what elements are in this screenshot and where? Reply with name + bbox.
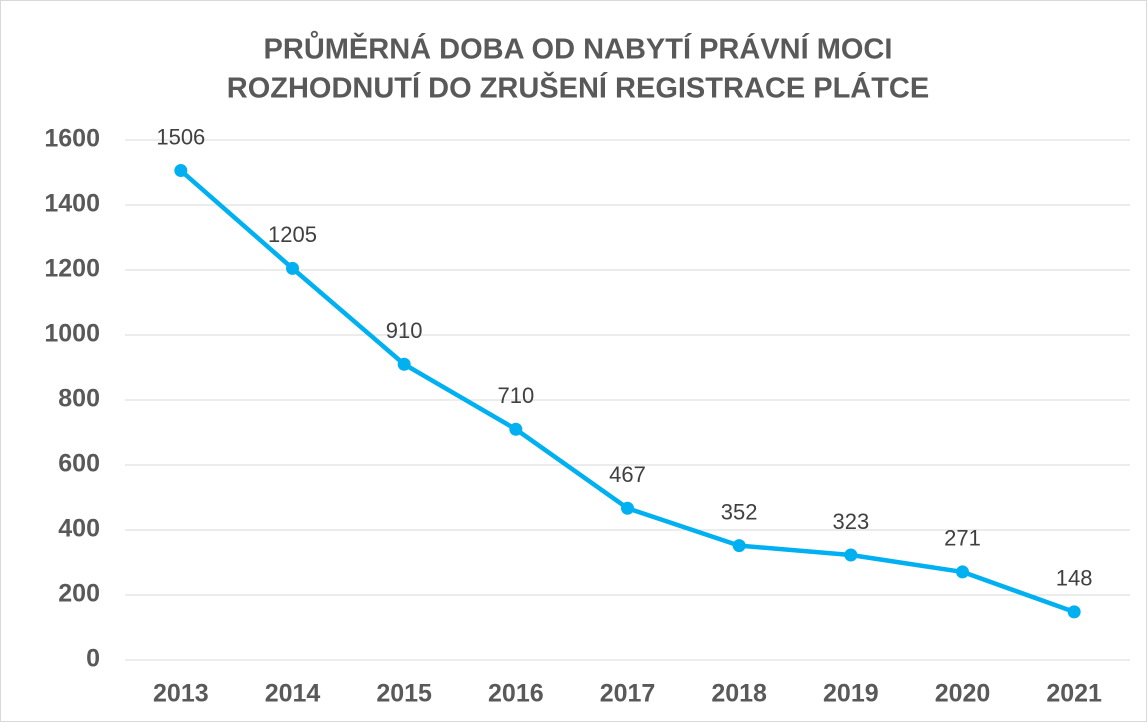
data-point [732,539,746,553]
data-label: 271 [944,526,981,551]
data-point [956,565,969,579]
x-tick-label: 2015 [376,680,432,708]
data-label: 1205 [268,222,317,247]
x-tick-label: 2019 [823,680,879,708]
data-label: 1506 [156,124,205,149]
y-tick-label: 1000 [44,320,100,348]
y-tick-label: 1200 [44,255,100,283]
y-tick-label: 600 [58,450,100,478]
data-point [509,422,523,436]
x-tick-label: 2016 [488,680,544,708]
y-tick-label: 0 [86,645,100,673]
x-tick-label: 2020 [935,680,991,708]
data-label: 910 [386,318,423,343]
data-label: 148 [1056,566,1093,591]
chart-title: ROZHODNUTÍ DO ZRUŠENÍ REGISTRACE PLÁTCE [227,71,929,105]
data-point [397,357,411,371]
data-label: 323 [832,509,869,534]
y-tick-label: 800 [58,385,100,413]
data-label: 467 [609,462,646,487]
data-point [844,548,858,562]
y-tick-label: 400 [58,515,100,543]
x-tick-label: 2013 [153,680,209,708]
data-point [286,261,299,275]
y-tick-label: 1400 [44,190,100,218]
x-tick-label: 2021 [1046,680,1102,708]
x-tick-label: 2018 [711,680,767,708]
data-label: 352 [721,499,758,524]
data-point [174,164,188,178]
y-tick-label: 1600 [44,125,100,153]
x-tick-label: 2014 [265,680,321,708]
data-point [621,501,634,515]
y-tick-label: 200 [58,580,100,608]
x-tick-label: 2017 [600,680,656,708]
chart-title: PRŮMĚRNÁ DOBA OD NABYTÍ PRÁVNÍ MOCI [264,30,893,66]
data-point [1067,605,1081,619]
data-label: 710 [497,383,534,408]
